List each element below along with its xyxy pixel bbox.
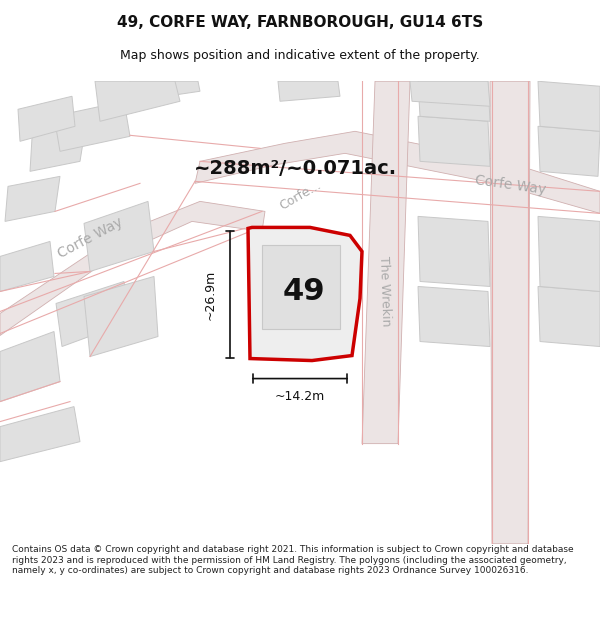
Polygon shape (0, 241, 54, 291)
Polygon shape (30, 111, 88, 171)
Polygon shape (18, 96, 75, 141)
Polygon shape (262, 246, 340, 329)
Polygon shape (95, 81, 180, 121)
Polygon shape (490, 81, 530, 544)
Polygon shape (84, 201, 154, 271)
Polygon shape (418, 286, 490, 346)
Text: The Wrekin: The Wrekin (377, 256, 393, 327)
Polygon shape (0, 407, 80, 462)
Polygon shape (56, 281, 130, 346)
Polygon shape (538, 286, 600, 346)
Polygon shape (538, 81, 600, 131)
Text: ~14.2m: ~14.2m (275, 390, 325, 403)
Polygon shape (54, 101, 130, 151)
Text: 49: 49 (283, 277, 325, 306)
Polygon shape (84, 276, 158, 356)
Text: Corfe Way: Corfe Way (55, 216, 125, 261)
Text: Map shows position and indicative extent of the property.: Map shows position and indicative extent… (120, 49, 480, 62)
Polygon shape (130, 81, 200, 101)
Text: Contains OS data © Crown copyright and database right 2021. This information is : Contains OS data © Crown copyright and d… (12, 545, 574, 575)
Polygon shape (410, 81, 490, 106)
Polygon shape (248, 228, 362, 361)
Text: Corfe Way: Corfe Way (473, 174, 547, 198)
Polygon shape (278, 81, 340, 101)
Text: Corfe...: Corfe... (277, 178, 323, 212)
Polygon shape (0, 201, 265, 336)
Text: ~26.9m: ~26.9m (203, 269, 217, 319)
Polygon shape (362, 81, 410, 444)
Text: 49, CORFE WAY, FARNBOROUGH, GU14 6TS: 49, CORFE WAY, FARNBOROUGH, GU14 6TS (117, 15, 483, 30)
Text: ~288m²/~0.071ac.: ~288m²/~0.071ac. (193, 159, 397, 178)
Polygon shape (538, 126, 600, 176)
Polygon shape (418, 116, 490, 166)
Polygon shape (418, 81, 490, 121)
Polygon shape (5, 176, 60, 221)
Polygon shape (195, 131, 600, 213)
Polygon shape (538, 216, 600, 291)
Polygon shape (418, 216, 490, 286)
Polygon shape (0, 331, 60, 402)
